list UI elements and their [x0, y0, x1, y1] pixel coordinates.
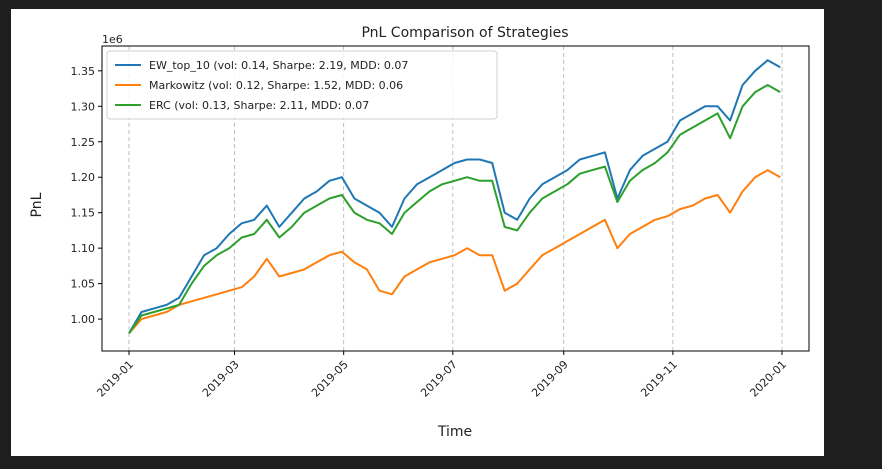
x-tick-label: 2019-03 [200, 358, 242, 400]
y-axis-ticks: 1.00 1.05 1.10 1.15 1.20 1.25 1.30 1.35 [71, 65, 102, 326]
series-lines [128, 59, 781, 334]
legend: EW_top_10 (vol: 0.14, Sharpe: 2.19, MDD:… [106, 50, 498, 120]
y-tick-label: 1.25 [71, 136, 96, 149]
x-axis-ticks: 2019-01 2019-03 2019-05 2019-07 2019-09 2019-… [94, 351, 789, 400]
x-tick-label: 2020-01 [747, 358, 789, 400]
legend-label: ERC (vol: 0.13, Sharpe: 2.11, MDD: 0.07 [149, 99, 369, 112]
legend-box [106, 50, 498, 120]
y-axis-label: PnL [29, 192, 45, 217]
legend-label: Markowitz (vol: 0.12, Sharpe: 1.52, MDD:… [149, 79, 403, 92]
figure-panel: PnL Comparison of Strategies 1e6 2019-01… [11, 9, 824, 456]
y-tick-label: 1.20 [71, 171, 96, 184]
x-tick-label: 2019-01 [94, 358, 136, 400]
pnl-line-chart: PnL Comparison of Strategies 1e6 2019-01… [29, 25, 810, 440]
y-tick-label: 1.00 [71, 313, 96, 326]
y-tick-label: 1.30 [71, 100, 96, 113]
y-tick-label: 1.10 [71, 242, 96, 255]
legend-label: EW_top_10 (vol: 0.14, Sharpe: 2.19, MDD:… [149, 59, 408, 72]
x-tick-label: 2019-11 [638, 358, 680, 400]
series-line-2 [128, 84, 781, 334]
x-tick-label: 2019-07 [418, 358, 460, 400]
series-line-1 [128, 169, 781, 334]
y-tick-label: 1.05 [71, 278, 96, 291]
series-line-0 [128, 59, 781, 334]
plot-area [101, 45, 810, 352]
x-tick-label: 2019-05 [309, 358, 351, 400]
y-tick-label: 1.15 [71, 207, 96, 220]
chart-title: PnL Comparison of Strategies [361, 25, 568, 41]
y-tick-label: 1.35 [71, 65, 96, 78]
x-tick-label: 2019-09 [529, 358, 571, 400]
y-axis-offset-label: 1e6 [102, 33, 123, 46]
x-axis-label: Time [437, 424, 472, 440]
